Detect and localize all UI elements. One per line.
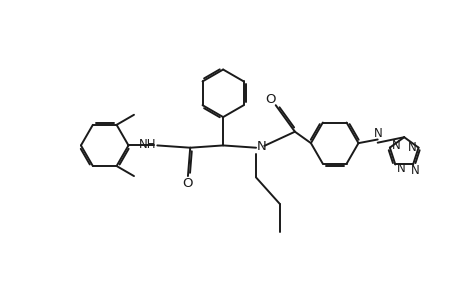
Text: N: N [373,127,382,140]
Text: N: N [397,162,405,175]
Text: NH: NH [138,138,156,151]
Text: N: N [391,139,400,152]
Text: O: O [182,177,193,190]
Text: O: O [264,93,275,106]
Text: N: N [257,140,266,153]
Text: N: N [407,141,415,154]
Text: N: N [410,164,419,177]
